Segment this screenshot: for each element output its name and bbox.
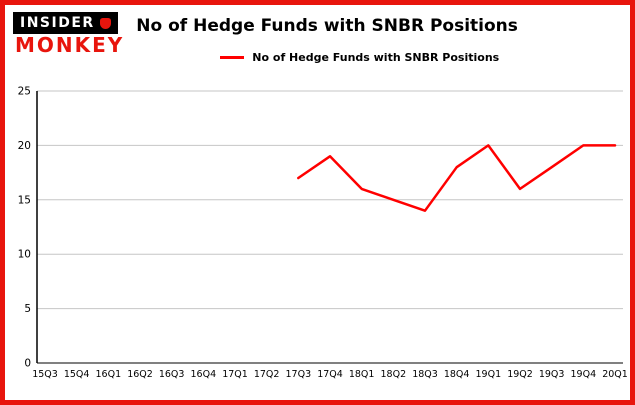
chart-title: No of Hedge Funds with SNBR Positions bbox=[136, 16, 518, 36]
x-tick-label: 18Q1 bbox=[349, 369, 375, 380]
x-tick-label: 18Q4 bbox=[444, 369, 470, 380]
y-tick-label: 5 bbox=[24, 303, 31, 315]
series-line bbox=[297, 144, 617, 212]
x-tick-label: 19Q4 bbox=[571, 369, 597, 380]
logo-monkey-text: MONKEY bbox=[15, 33, 125, 57]
x-tick-label: 16Q1 bbox=[96, 369, 122, 380]
x-tick-label: 19Q2 bbox=[507, 369, 533, 380]
x-tick-label: 15Q4 bbox=[64, 369, 90, 380]
legend-line-swatch bbox=[220, 56, 245, 60]
x-tick-label: 15Q3 bbox=[32, 369, 58, 380]
y-tick-label: 20 bbox=[18, 140, 31, 152]
x-tick-label: 17Q3 bbox=[286, 369, 312, 380]
x-tick-label: 17Q4 bbox=[317, 369, 343, 380]
x-tick-label: 18Q3 bbox=[412, 369, 438, 380]
x-tick-label: 17Q2 bbox=[254, 369, 280, 380]
insider-monkey-logo: INSIDER MONKEY bbox=[13, 12, 124, 56]
x-tick-label: 16Q2 bbox=[127, 369, 153, 380]
x-tick-label: 17Q1 bbox=[222, 369, 248, 380]
chart-legend: No of Hedge Funds with SNBR Positions bbox=[220, 51, 518, 64]
x-tick-label: 19Q3 bbox=[539, 369, 565, 380]
x-tick-label: 16Q4 bbox=[191, 369, 217, 380]
legend-label: No of Hedge Funds with SNBR Positions bbox=[252, 51, 500, 65]
y-tick-label: 15 bbox=[18, 194, 31, 206]
monkey-icon bbox=[99, 17, 111, 29]
title-block: No of Hedge Funds with SNBR Positions No… bbox=[136, 12, 518, 64]
x-tick-label: 19Q1 bbox=[476, 369, 502, 380]
chart-header: INSIDER MONKEY No of Hedge Funds with SN… bbox=[5, 5, 630, 83]
logo-insider-box: INSIDER bbox=[13, 12, 118, 34]
x-tick-label: 18Q2 bbox=[381, 369, 407, 380]
logo-insider-text: INSIDER bbox=[20, 15, 95, 31]
y-tick-label: 10 bbox=[18, 249, 31, 261]
line-chart: 0 5 10 15 20 25 15Q3 15Q4 16Q1 16Q2 16Q3 16Q4 17Q1 17… bbox=[18, 86, 628, 381]
y-tick-label: 25 bbox=[18, 86, 31, 98]
x-tick-label: 16Q3 bbox=[159, 369, 185, 380]
x-tick-label: 20Q1 bbox=[602, 369, 628, 380]
chart-area: 0 5 10 15 20 25 15Q3 15Q4 16Q1 16Q2 16Q3 16Q4 17Q1 17… bbox=[5, 83, 630, 395]
y-tick-label: 0 bbox=[24, 358, 31, 370]
